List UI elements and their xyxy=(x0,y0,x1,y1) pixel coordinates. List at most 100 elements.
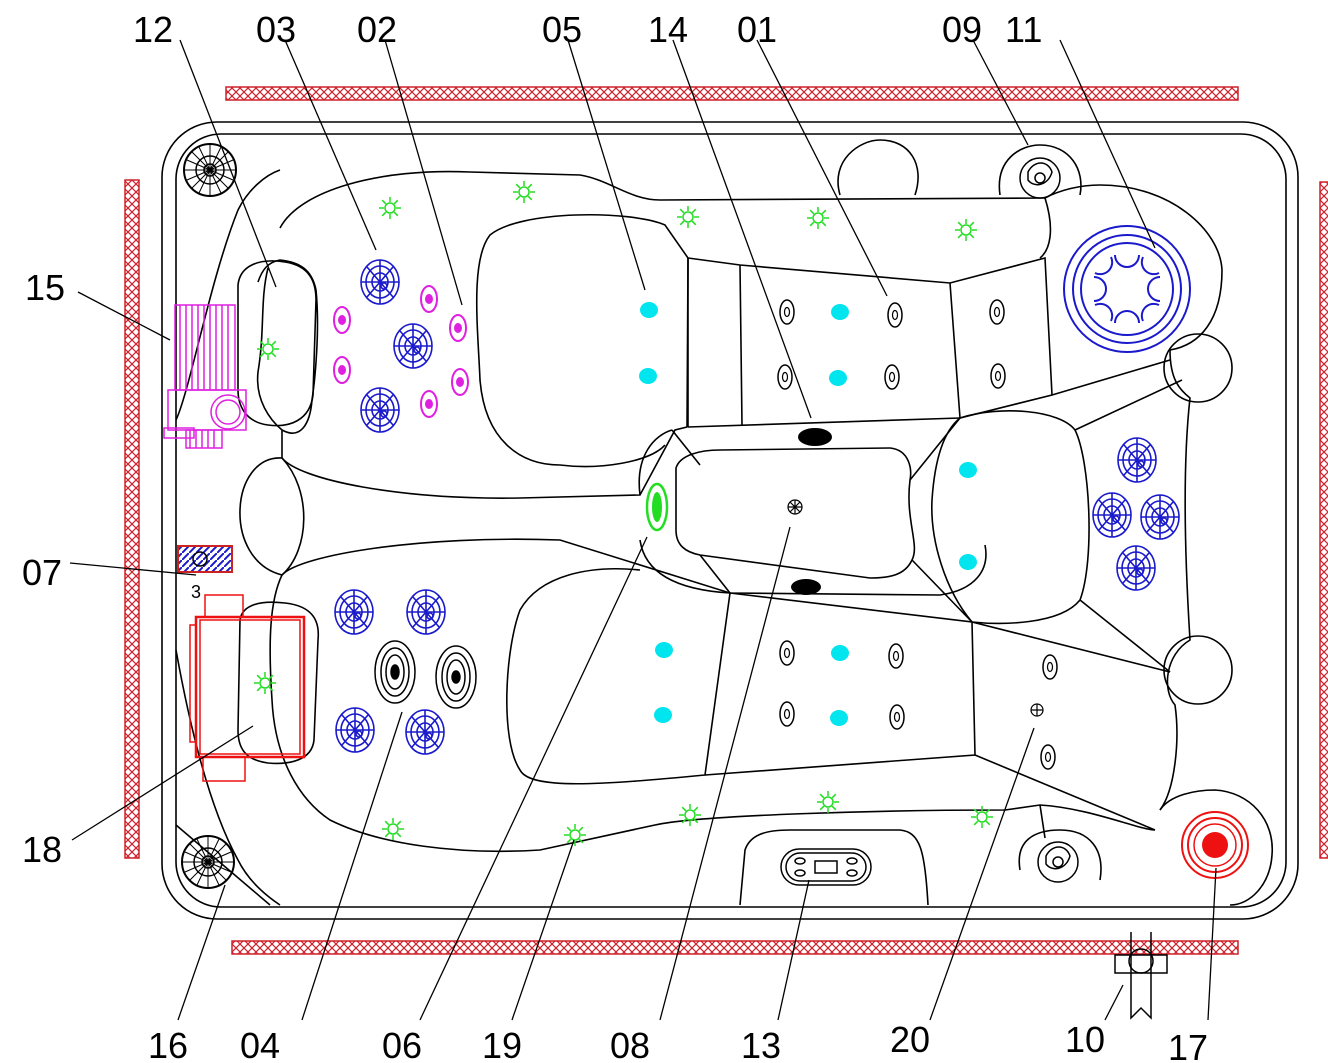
callout-20: 20 xyxy=(890,1019,930,1060)
filter-niche-bottom xyxy=(1018,829,1102,881)
heater-niche xyxy=(1159,789,1273,906)
air-jet xyxy=(639,368,657,384)
shell-right-curve xyxy=(1159,349,1191,811)
callout-01: 01 xyxy=(737,9,777,50)
small-jet xyxy=(1040,744,1056,770)
callout-07: 07 xyxy=(22,552,62,593)
callout-04: 04 xyxy=(240,1025,280,1063)
directional-jet xyxy=(1140,494,1180,540)
shell-inner-rim xyxy=(175,133,1287,908)
rotary-jet-right xyxy=(435,645,477,709)
small-jet xyxy=(779,640,795,666)
led-light xyxy=(382,818,404,840)
small-jet xyxy=(1042,654,1058,680)
callout-14: 14 xyxy=(648,9,688,50)
callout-19: 19 xyxy=(482,1025,522,1063)
magenta-jets-group xyxy=(333,285,469,418)
led-light xyxy=(257,338,279,360)
directional-jet xyxy=(360,387,400,433)
lounger-right xyxy=(931,410,1090,625)
rotary-jet-left xyxy=(374,640,416,704)
blue-jets-group xyxy=(334,259,1180,755)
seat-top-row-lines xyxy=(687,256,1053,427)
air-jets-group xyxy=(639,302,977,726)
led-light xyxy=(379,197,401,219)
callout-13: 13 xyxy=(741,1025,781,1063)
shell-edge-curve-bottom xyxy=(175,649,281,906)
speaker-bottom-left xyxy=(181,835,235,889)
pillow-black-upper xyxy=(798,428,832,446)
step-left xyxy=(239,457,305,576)
speaker-top-left xyxy=(183,143,237,197)
step-right-upper xyxy=(1163,333,1233,403)
small-jet xyxy=(889,704,905,730)
skirt-panel-right xyxy=(1319,181,1328,859)
callout-11: 11 xyxy=(1005,9,1042,50)
control-box xyxy=(189,594,306,782)
directional-jet xyxy=(393,323,433,369)
seat-bottom-lines xyxy=(704,592,976,776)
led-light xyxy=(564,824,586,846)
small-jet xyxy=(779,701,795,727)
filter-skimmer xyxy=(1063,225,1191,353)
led-light xyxy=(817,791,839,813)
directional-jet xyxy=(360,259,400,305)
led-light xyxy=(807,207,829,229)
led-light xyxy=(254,672,276,694)
small-jet xyxy=(989,299,1005,325)
directional-jet xyxy=(1116,545,1156,591)
air-jet xyxy=(959,462,977,478)
neck-jet xyxy=(449,314,467,342)
filter-niche-top xyxy=(998,144,1082,196)
callout-labels: 12 03 02 05 14 01 09 11 15 07 18 16 04 06 19 08 13 20 10 17 xyxy=(22,9,1208,1063)
seat-bottom-right-lines xyxy=(971,621,1171,831)
directional-jet xyxy=(405,709,445,755)
footwell-outline xyxy=(279,170,1223,351)
led-waterfall xyxy=(645,482,669,532)
neck-jet xyxy=(333,306,351,334)
air-jet xyxy=(829,370,847,386)
led-waterfall-core xyxy=(652,492,662,522)
callout-09: 09 xyxy=(942,9,982,50)
lounger-bottom xyxy=(281,538,731,785)
ozonator-port xyxy=(192,551,208,567)
led-light xyxy=(513,181,535,203)
heater-light xyxy=(1181,811,1249,879)
led-lights-group xyxy=(254,181,993,846)
callout-02: 02 xyxy=(357,9,397,50)
seat-divider-top xyxy=(1039,197,1052,259)
callout-10: 10 xyxy=(1065,1019,1105,1060)
directional-jet xyxy=(334,589,374,635)
callout-06: 06 xyxy=(382,1025,422,1063)
neck-jet xyxy=(333,356,351,384)
small-jet xyxy=(884,364,900,390)
step-right-lower xyxy=(1163,635,1233,705)
headrest-top xyxy=(237,260,317,427)
shell-outer-rim xyxy=(161,121,1299,920)
directional-jet xyxy=(406,589,446,635)
small-jet xyxy=(990,363,1006,389)
neck-jet xyxy=(420,390,438,418)
led-light xyxy=(677,206,699,228)
air-jet xyxy=(831,304,849,320)
directional-jet xyxy=(1117,437,1157,483)
lounger-top-left xyxy=(256,213,689,499)
skirt-panel-top xyxy=(225,86,1239,101)
callout-05: 05 xyxy=(542,9,582,50)
callout-16: 16 xyxy=(148,1025,188,1063)
console-joints xyxy=(671,417,973,623)
seat-back-top xyxy=(257,259,319,434)
callout-18: 18 xyxy=(22,829,62,870)
led-light xyxy=(955,219,977,241)
callout-03: 03 xyxy=(256,9,296,50)
control-panel xyxy=(780,848,872,886)
misc-lines xyxy=(175,804,1046,906)
cluster-jet-20 xyxy=(1030,703,1044,717)
air-jet xyxy=(831,645,849,661)
center-suction xyxy=(787,499,803,515)
skirt-panel-left xyxy=(124,179,140,859)
marker-3: 3 xyxy=(191,582,201,602)
air-jet xyxy=(830,710,848,726)
